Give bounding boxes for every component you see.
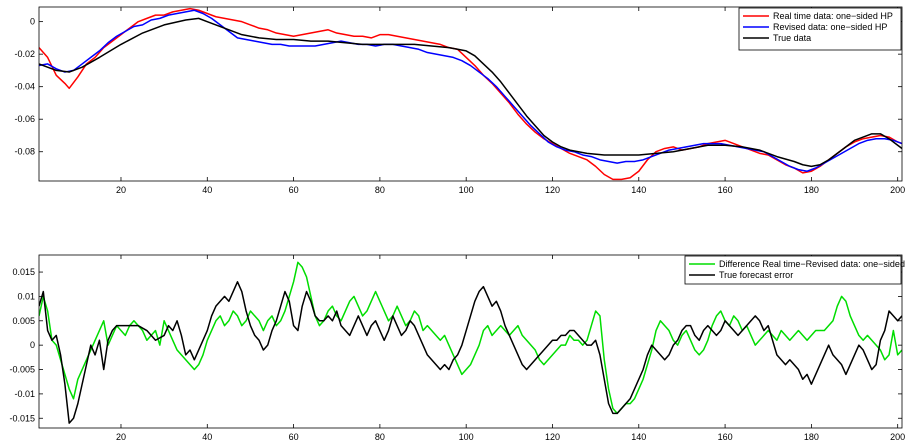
panel-errors: 20 40 60 80 100 120 140 160 180 200 0.015 0.01 0.005… bbox=[9, 254, 906, 442]
x-tick-label: 20 bbox=[116, 185, 126, 195]
y-tick-label: -0.005 bbox=[9, 365, 35, 375]
legend-label-0: Real time data: one−sided HP bbox=[773, 11, 893, 21]
x-tick-label: 80 bbox=[375, 185, 385, 195]
x-tick-label: 120 bbox=[545, 185, 560, 195]
legend-label-0: Difference Real time−Revised data: one−s… bbox=[719, 259, 906, 269]
panel-levels: 20 40 60 80 100 120 140 160 180 200 0 -0.02 -0.04 -0.… bbox=[14, 6, 905, 195]
x-tick-label: 60 bbox=[289, 432, 299, 442]
x-tick-label: 140 bbox=[631, 185, 646, 195]
y-tick-label: 0 bbox=[30, 340, 35, 350]
y-tick-label: -0.015 bbox=[9, 413, 35, 423]
x-tick-label: 140 bbox=[631, 432, 646, 442]
y-tick-label: -0.01 bbox=[14, 389, 35, 399]
y-tick-label: 0.015 bbox=[12, 267, 35, 277]
legend-label-1: True forecast error bbox=[719, 270, 793, 280]
x-tick-label: 120 bbox=[545, 432, 560, 442]
series-line-0 bbox=[39, 7, 902, 181]
legend-box bbox=[684, 255, 902, 285]
x-tick-label: 40 bbox=[202, 432, 212, 442]
legend-box bbox=[738, 7, 902, 51]
x-tick-label: 20 bbox=[116, 432, 126, 442]
x-tick-label: 80 bbox=[375, 432, 385, 442]
series-group bbox=[39, 7, 902, 181]
axes-frame bbox=[38, 254, 903, 429]
series-line-2 bbox=[39, 17, 902, 168]
x-tick-label: 160 bbox=[718, 432, 733, 442]
y-tick-label: 0 bbox=[30, 17, 35, 27]
y-tick-label: -0.08 bbox=[14, 147, 35, 157]
x-tick-label: 180 bbox=[804, 432, 819, 442]
legend: Difference Real time−Revised data: one−s… bbox=[684, 255, 906, 285]
x-tick-label: 200 bbox=[890, 432, 905, 442]
x-tick-label: 180 bbox=[804, 185, 819, 195]
x-tick-label: 40 bbox=[202, 185, 212, 195]
x-tick-label: 100 bbox=[459, 432, 474, 442]
legend-label-2: True data bbox=[773, 33, 811, 43]
y-tick-label: -0.04 bbox=[14, 82, 35, 92]
series-line-1 bbox=[39, 281, 902, 424]
x-tick-label: 200 bbox=[890, 185, 905, 195]
y-tick-label: -0.06 bbox=[14, 114, 35, 124]
y-tick-label: 0.01 bbox=[17, 291, 35, 301]
y-tick-label: -0.02 bbox=[14, 49, 35, 59]
series-line-0 bbox=[39, 261, 902, 415]
legend-label-1: Revised data: one−sided HP bbox=[773, 22, 887, 32]
y-tick-label: 0.005 bbox=[12, 316, 35, 326]
axes-frame bbox=[38, 6, 903, 182]
x-tick-label: 60 bbox=[289, 185, 299, 195]
x-tick-label: 100 bbox=[459, 185, 474, 195]
series-line-1 bbox=[39, 9, 902, 172]
x-tick-label: 160 bbox=[718, 185, 733, 195]
series-group bbox=[39, 261, 902, 424]
